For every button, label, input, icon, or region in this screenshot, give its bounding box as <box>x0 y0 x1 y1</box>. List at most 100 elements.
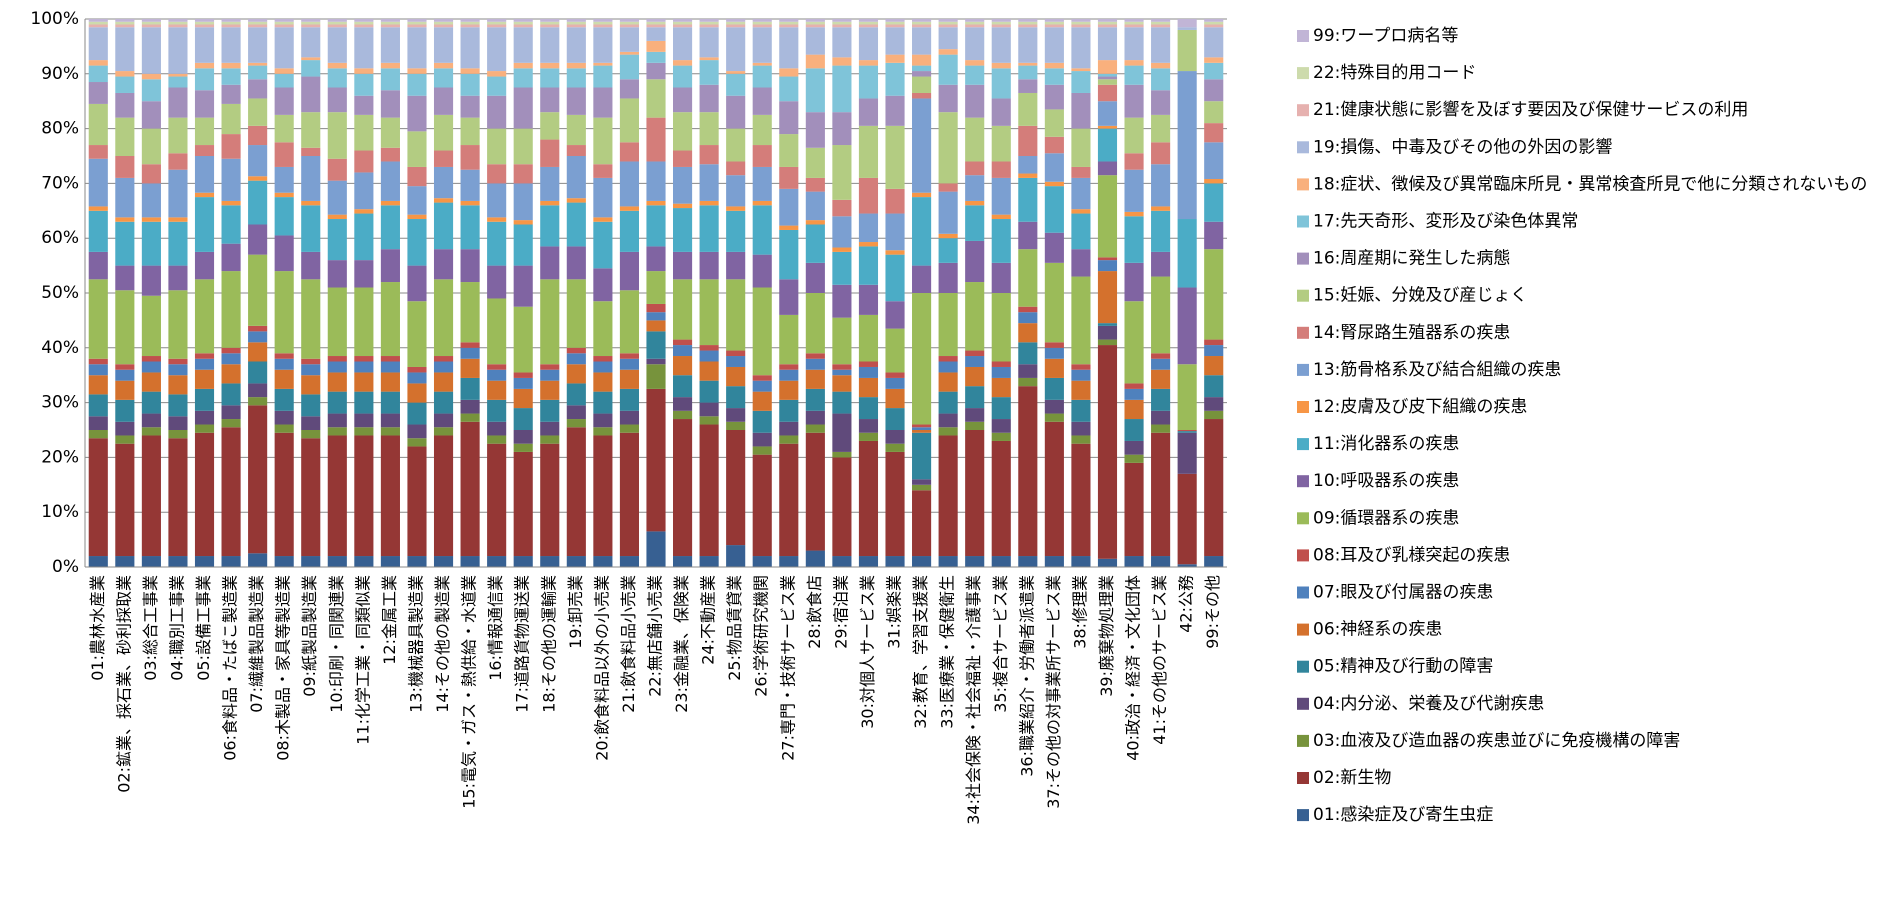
x-tick-label: 41:その他のサービス業 <box>1150 575 1169 745</box>
bar-segment <box>221 27 241 63</box>
bar-segment <box>832 364 852 370</box>
bar-segment <box>460 68 480 74</box>
bar-segment <box>832 413 852 452</box>
bar-segment <box>991 440 1011 557</box>
bar-segment <box>513 68 533 88</box>
bar-segment <box>1177 430 1197 432</box>
bar-segment <box>1044 358 1064 378</box>
bar-segment <box>938 24 958 28</box>
x-tick-label: 06:食料品・たばこ製造業 <box>221 575 240 761</box>
bar-segment <box>1151 432 1171 557</box>
bar-segment <box>88 430 108 439</box>
bar-segment <box>354 21 374 25</box>
bar-segment <box>168 24 188 28</box>
bar-segment <box>1071 27 1091 69</box>
bar-segment <box>858 24 879 28</box>
bar-segment <box>699 345 719 351</box>
bar-segment <box>1018 125 1038 156</box>
bar-segment <box>274 27 294 69</box>
bar-segment <box>912 76 932 93</box>
bar-segment <box>248 19 268 22</box>
bar-segment <box>858 65 879 99</box>
bar-segment <box>327 356 347 362</box>
bar-segment <box>1124 211 1144 217</box>
bar-segment <box>194 156 215 193</box>
bar-segment <box>380 372 400 392</box>
legend-swatch <box>1297 772 1309 784</box>
bar-segment <box>460 205 480 250</box>
bar-segment <box>354 68 374 74</box>
bar-segment <box>327 556 347 567</box>
bar-segment <box>380 427 400 436</box>
bar-segment <box>1151 21 1171 25</box>
bar-segment <box>1097 101 1118 126</box>
bar-segment <box>646 161 666 201</box>
bar-segment <box>965 24 985 28</box>
bar-segment <box>619 290 640 354</box>
bar-segment <box>88 206 108 211</box>
bar-segment <box>699 556 719 567</box>
bar-segment <box>194 117 215 146</box>
bar-segment <box>699 19 719 22</box>
bar-segment <box>1044 413 1064 422</box>
bar-segment <box>566 145 586 156</box>
bar-segment <box>433 21 454 25</box>
bar-segment <box>354 24 374 28</box>
bar-segment <box>460 145 480 170</box>
bar-segment <box>1044 342 1064 348</box>
bar-segment <box>752 454 772 557</box>
bar-segment <box>619 206 640 211</box>
bar-segment <box>779 166 799 189</box>
bar-segment <box>513 306 533 373</box>
x-tick-label: 99:その他 <box>1203 575 1222 649</box>
bar-segment <box>141 265 161 296</box>
bar-segment <box>407 24 427 28</box>
bar-segment <box>540 200 560 206</box>
bar-segment <box>487 24 507 28</box>
bar-segment <box>115 556 135 567</box>
x-tick-label: 09:紙製品製造業 <box>300 575 319 697</box>
bar-segment <box>858 19 879 22</box>
bar-segment <box>1044 186 1064 233</box>
bar-segment <box>619 21 640 25</box>
bar-segment <box>380 68 400 91</box>
bar-segment <box>168 364 188 376</box>
bar-segment <box>141 427 161 436</box>
bar-segment <box>1204 356 1224 376</box>
bar-segment <box>433 19 454 22</box>
y-tick-label: 100% <box>30 9 79 29</box>
bar-segment <box>965 205 985 241</box>
bar-segment <box>991 161 1011 178</box>
bar-segment <box>1151 68 1171 91</box>
bar-segment <box>912 19 932 22</box>
legend-swatch <box>1297 734 1309 747</box>
bar-segment <box>354 19 374 22</box>
x-tick-label: 30:対個人サービス業 <box>858 575 877 729</box>
x-tick-label: 35:複合サービス業 <box>991 575 1010 713</box>
bar-segment <box>407 21 427 25</box>
bar-segment <box>460 200 480 206</box>
bar-segment <box>168 416 188 430</box>
legend-swatch <box>1297 586 1309 599</box>
bar-segment <box>1124 399 1144 420</box>
bar-segment <box>1151 251 1171 277</box>
bar-segment <box>194 90 215 118</box>
bar-segment <box>699 112 719 146</box>
bar-segment <box>1097 271 1118 324</box>
bar-segment <box>619 210 640 252</box>
bar-segment <box>965 200 985 206</box>
bar-segment <box>991 361 1011 367</box>
bar-segment <box>380 413 400 428</box>
bar-segment <box>540 19 560 22</box>
bar-segment <box>1151 210 1171 252</box>
bar-segment <box>912 490 932 557</box>
bar-segment <box>1071 128 1091 167</box>
bar-segment <box>885 21 905 25</box>
bar-segment <box>1204 142 1224 180</box>
bar-segment <box>513 372 533 378</box>
bar-segment <box>221 21 241 25</box>
bar-segment <box>593 435 613 557</box>
bar-segment <box>460 347 480 359</box>
bar-segment <box>274 271 294 354</box>
bar-segment <box>593 556 613 567</box>
